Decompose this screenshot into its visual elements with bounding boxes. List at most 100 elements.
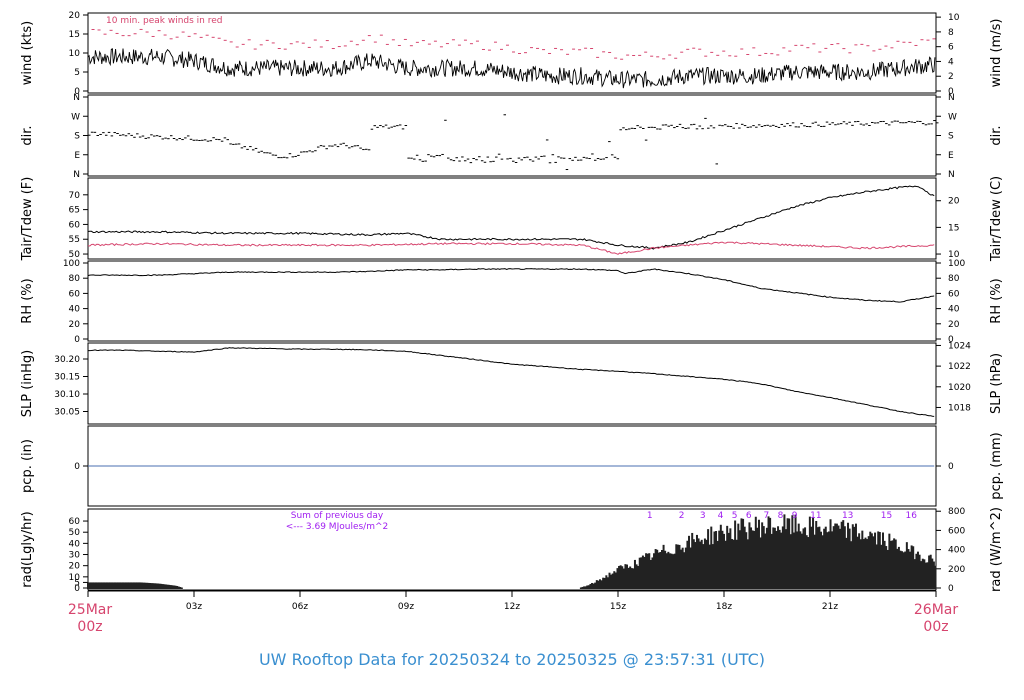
footer-title: UW Rooftop Data for 20250324 to 20250325…: [259, 650, 765, 669]
x-end-date: 26Mar: [914, 602, 958, 618]
rad-right-tick: 800: [948, 507, 965, 517]
panel-slp: SLP (inHg) SLP (hPa) 30.05 30.10 30.15 30.20 1…: [20, 341, 1004, 425]
rad-right-tick: 200: [948, 565, 965, 575]
temp-right-label: Tair/Tdew (C): [989, 176, 1004, 262]
slp-right-tick: 1022: [948, 362, 971, 372]
rh-left-label: RH (%): [20, 278, 35, 323]
temp-series-line-1: [87, 185, 935, 250]
temp-frame: [87, 177, 937, 260]
rad-left-tick: 30: [69, 551, 81, 561]
x-tick-label: 09z: [398, 602, 414, 612]
dir-left-tick: S: [74, 132, 80, 142]
slp-left-tick: 30.10: [54, 390, 80, 400]
wind-right-tick: 0: [948, 87, 954, 97]
wind-right-tick: 6: [948, 43, 954, 53]
rh-left-tick: 40: [69, 305, 81, 315]
dir-right-label: dir.: [989, 125, 1004, 145]
rad-right-label: rad (W/m^2): [989, 507, 1004, 592]
dir-left-tick: N: [73, 170, 80, 180]
temp-left-tick: 55: [69, 235, 80, 245]
x-start-date: 25Mar: [68, 602, 112, 618]
rad-hour-mark: 4: [718, 511, 724, 521]
rh-right-tick: 40: [948, 305, 960, 315]
dir-right-tick: N: [948, 170, 955, 180]
wind-right-tick: 2: [948, 72, 954, 82]
rad-hour-mark: 11: [810, 511, 821, 521]
rad-hour-mark: 7: [764, 511, 770, 521]
dir-right-tick: W: [948, 112, 957, 122]
slp-left-label: SLP (inHg): [20, 350, 35, 418]
wind-left-tick: 20: [69, 11, 81, 21]
rad-hour-mark: 9: [792, 511, 798, 521]
dir-left-tick: E: [74, 151, 80, 161]
temp-left-tick: 65: [69, 206, 80, 216]
pcp-right-label: pcp. (mm): [989, 432, 1004, 499]
rh-left-tick: 0: [74, 335, 80, 345]
rh-right-tick: 100: [948, 259, 965, 269]
panel-temp: Tair/Tdew (F) Tair/Tdew (C) 50 55 60 65 70 10 15…: [20, 176, 1004, 262]
rad-hour-mark: 1: [647, 511, 653, 521]
temp-left-tick: 60: [69, 220, 81, 230]
rad-hour-mark: 8: [778, 511, 784, 521]
rh-left-tick: 20: [69, 320, 81, 330]
rad-right-tick: 600: [948, 526, 965, 536]
rad-annotation-top: Sum of previous day: [291, 511, 384, 521]
dir-right-tick: S: [948, 132, 954, 142]
rh-right-tick: 20: [948, 320, 960, 330]
slp-right-tick: 1018: [948, 403, 971, 413]
panel-rh: RH (%) RH (%) 0 20 40 60 80 100 0 20 40 60 80 100: [20, 259, 1004, 345]
slp-right-tick: 1020: [948, 383, 971, 393]
x-end-hour: 00z: [923, 619, 948, 635]
dir-right-tick: N: [948, 93, 955, 103]
rh-right-tick: 60: [948, 289, 960, 299]
temp-series-line-2: [87, 241, 935, 255]
x-tick-label: 21z: [822, 602, 838, 612]
dir-frame: [87, 94, 937, 177]
x-tick-label: 12z: [504, 602, 520, 612]
rh-frame: [87, 260, 937, 342]
wind-right-tick: 10: [948, 13, 960, 23]
pcp-right-tick: 0: [948, 462, 954, 472]
slp-left-tick: 30.15: [54, 373, 80, 383]
wind-left-tick: 15: [69, 30, 80, 40]
pcp-left-label: pcp. (in): [20, 439, 35, 493]
slp-right-label: SLP (hPa): [989, 353, 1004, 414]
rad-left-tick: 20: [69, 562, 81, 572]
rad-hour-mark: 3: [700, 511, 706, 521]
x-tick-label: 03z: [186, 602, 202, 612]
rad-hour-mark: 16: [906, 511, 918, 521]
wind-annotation: 10 min. peak winds in red: [106, 16, 223, 26]
x-tick-label: 06z: [292, 602, 308, 612]
rad-left-tick: 60: [69, 517, 81, 527]
slp-left-tick: 30.20: [54, 355, 80, 365]
temp-left-tick: 70: [69, 191, 81, 201]
wind-left-tick: 0: [74, 87, 80, 97]
wind-left-tick: 5: [74, 68, 80, 78]
dir-left-tick: W: [71, 112, 80, 122]
rad-hour-mark: 13: [842, 511, 853, 521]
rh-left-tick: 80: [69, 274, 81, 284]
rad-right-tick: 0: [948, 584, 954, 594]
x-tick-label: 15z: [610, 602, 626, 612]
rad-left-tick: 5: [74, 578, 80, 588]
panel-pcp: pcp. (in) pcp. (mm) 0 0: [20, 425, 1004, 507]
rad-left-label: rad(Lgly/hr): [20, 511, 35, 587]
rad-hour-mark: 6: [746, 511, 752, 521]
dir-right-tick: E: [948, 151, 954, 161]
wind-series-line: [87, 48, 936, 89]
temp-right-tick: 15: [948, 223, 959, 233]
rh-right-tick: 80: [948, 274, 960, 284]
rh-left-tick: 100: [63, 259, 80, 269]
wind-left-label: wind (kts): [20, 21, 35, 85]
dir-left-label: dir.: [20, 125, 35, 145]
rad-left-tick: 10: [69, 573, 81, 583]
rad-hour-mark: 5: [732, 511, 738, 521]
panel-wind: wind (kts) wind (m/s) 0 5 10 15 20 0 2 4 6 8 10 10 mi…: [20, 11, 1004, 97]
rad-hour-mark: 15: [881, 511, 892, 521]
slp-frame: [87, 342, 937, 425]
temp-left-tick: 50: [69, 250, 81, 260]
pcp-left-tick: 0: [74, 462, 80, 472]
wind-right-tick: 4: [948, 57, 954, 67]
